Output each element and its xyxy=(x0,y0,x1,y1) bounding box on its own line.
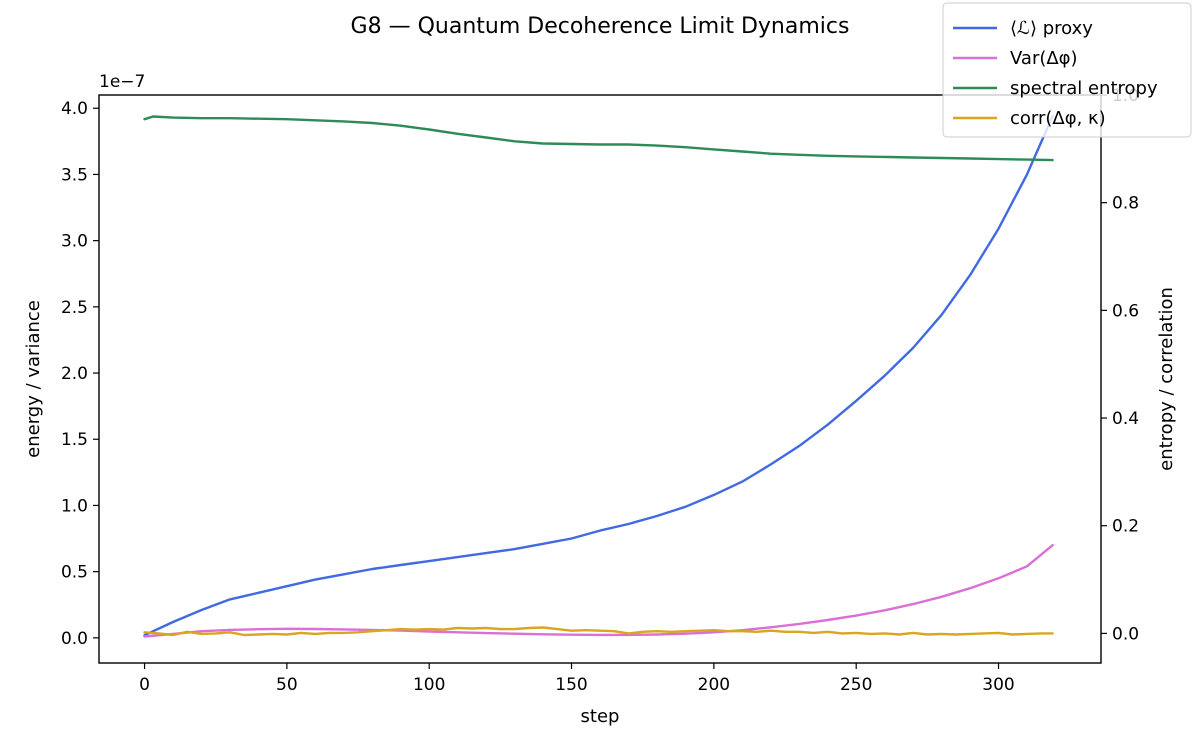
y-left-offset-label: 1e−7 xyxy=(99,72,145,92)
y-right-tick-label: 0.4 xyxy=(1112,409,1139,429)
legend-label: Var(Δφ) xyxy=(1010,48,1078,69)
y-right-tick-label: 0.8 xyxy=(1112,194,1139,214)
y-left-tick-label: 3.0 xyxy=(61,232,88,252)
y-left-tick-label: 0.0 xyxy=(61,629,88,649)
y-right-tick-label: 0.2 xyxy=(1112,517,1139,537)
y-left-tick-label: 2.0 xyxy=(61,364,88,384)
plot-frame xyxy=(98,94,1102,664)
legend: ⟨ℒ⟩ proxy Var(Δφ) spectral entropy corr(Δφ,… xyxy=(942,2,1192,138)
x-tick-label: 150 xyxy=(555,675,587,695)
x-tick-label: 200 xyxy=(698,675,730,695)
x-tick-label: 50 xyxy=(276,675,298,695)
y-left-tick-label: 2.5 xyxy=(61,298,88,318)
x-tick-label: 100 xyxy=(413,675,445,695)
series-line-2 xyxy=(143,115,1054,162)
chart-title: G8 — Quantum Decoherence Limit Dynamics xyxy=(351,14,850,39)
x-tick-label: 300 xyxy=(982,675,1014,695)
legend-label: spectral entropy xyxy=(1010,78,1158,99)
series-line-1 xyxy=(143,544,1054,638)
y-right-tick-label: 0.6 xyxy=(1112,301,1139,321)
legend-box xyxy=(942,2,1192,138)
y-left-tick-label: 0.5 xyxy=(61,563,88,583)
x-tick-label: 250 xyxy=(840,675,872,695)
series-line-0 xyxy=(143,114,1054,637)
y-left-tick-label: 3.5 xyxy=(61,165,88,185)
x-tick-label: 0 xyxy=(139,675,150,695)
y-right-axis-title: entropy / correlation xyxy=(1156,287,1177,471)
y-right-tick-label: 0.0 xyxy=(1112,624,1139,644)
legend-label: ⟨ℒ⟩ proxy xyxy=(1010,18,1093,39)
series-line-3 xyxy=(143,626,1054,637)
legend-label: corr(Δφ, κ) xyxy=(1010,108,1106,129)
y-left-axis-title: energy / variance xyxy=(23,300,44,458)
y-left-tick-label: 4.0 xyxy=(61,99,88,119)
y-left-tick-label: 1.5 xyxy=(61,430,88,450)
plot-layer: 0 50 100 150 200 250 300 0.0 0.5 1.0 1.5 2.0 2.5 3.0 3… xyxy=(61,86,1139,695)
x-axis-title: step xyxy=(581,706,620,727)
y-left-tick-label: 1.0 xyxy=(61,496,88,516)
